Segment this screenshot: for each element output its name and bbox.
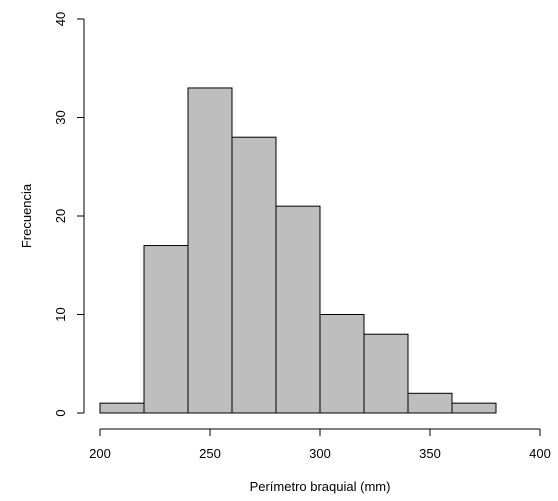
x-axis: 200 250 300 350 400 xyxy=(89,428,551,461)
x-axis-title: Perímetro braquial (mm) xyxy=(250,479,391,494)
x-tick-label: 350 xyxy=(419,446,441,461)
y-tick-label: 10 xyxy=(53,307,68,321)
x-tick-label: 400 xyxy=(529,446,551,461)
y-axis: 0 10 20 30 40 xyxy=(53,12,85,417)
y-tick-label: 20 xyxy=(53,209,68,223)
histogram-bar xyxy=(231,136,277,414)
x-tick-label: 200 xyxy=(89,446,111,461)
histogram-bars xyxy=(99,87,497,414)
histogram-bar xyxy=(363,333,409,414)
y-tick-label: 40 xyxy=(53,12,68,26)
y-axis-title: Frecuencia xyxy=(19,183,34,248)
y-tick-label: 0 xyxy=(53,409,68,416)
y-tick-label: 30 xyxy=(53,110,68,124)
histogram-bar xyxy=(99,402,145,414)
x-tick-label: 250 xyxy=(199,446,221,461)
histogram-bar xyxy=(143,245,189,414)
histogram-bar xyxy=(451,402,497,414)
histogram-bar xyxy=(407,392,453,414)
histogram-bar xyxy=(319,314,365,414)
histogram-bar xyxy=(187,87,233,414)
histogram-bar xyxy=(275,205,321,414)
x-tick-label: 300 xyxy=(309,446,331,461)
